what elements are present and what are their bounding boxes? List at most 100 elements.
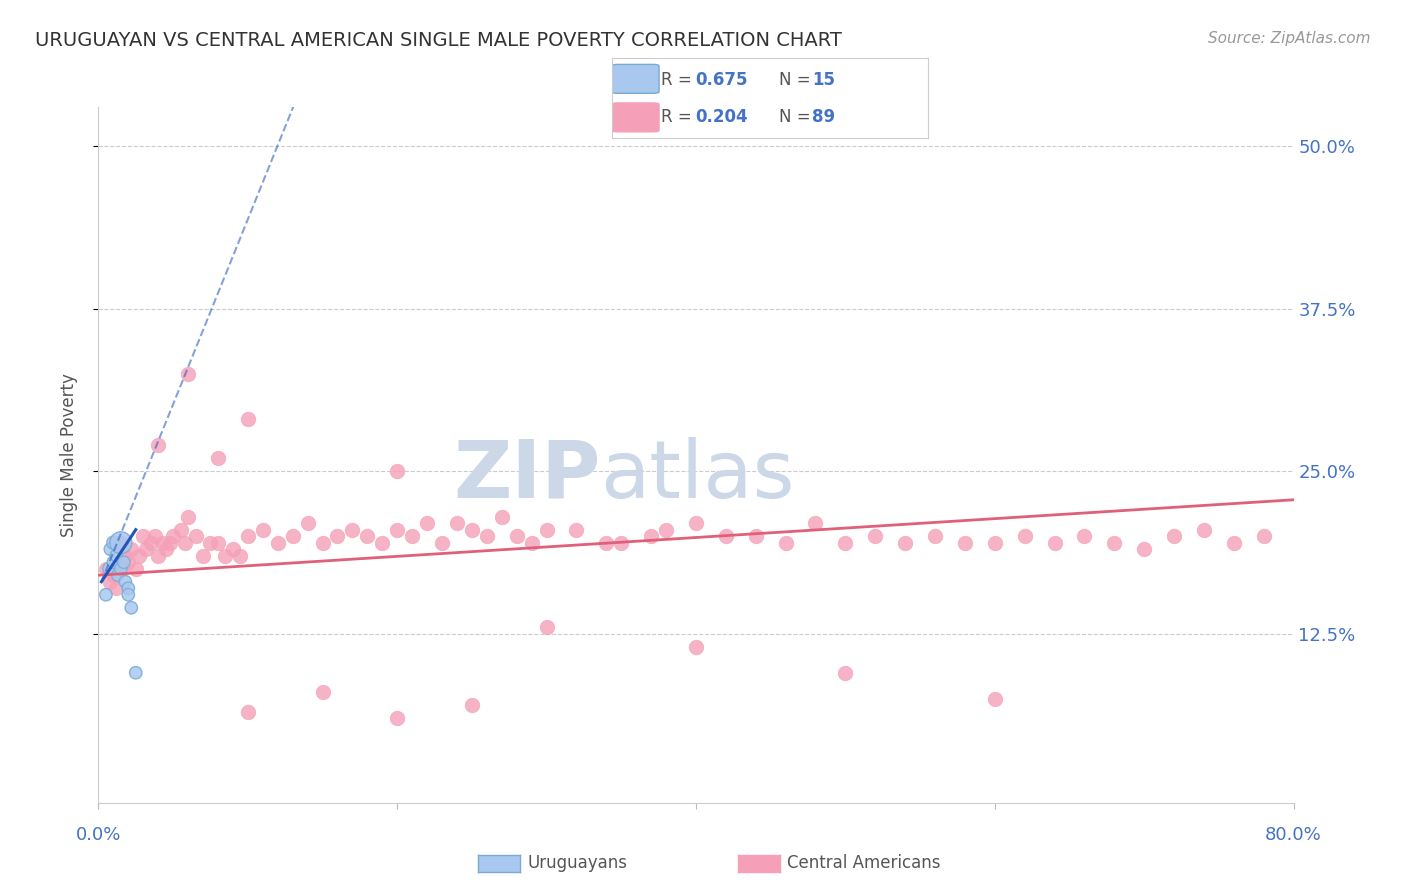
Point — [207, 535, 229, 549]
Point — [491, 509, 513, 524]
Point — [200, 535, 222, 549]
Point — [385, 464, 409, 478]
Point — [114, 549, 136, 563]
Point — [252, 523, 274, 537]
Point — [94, 588, 117, 602]
Text: atlas: atlas — [600, 437, 794, 515]
Point — [148, 549, 170, 563]
Point — [105, 581, 128, 595]
Point — [461, 523, 484, 537]
Point — [297, 516, 319, 531]
Point — [894, 535, 917, 549]
Point — [506, 529, 529, 543]
Point — [107, 568, 129, 582]
Point — [1043, 535, 1066, 549]
Text: R =: R = — [661, 70, 696, 88]
Point — [207, 451, 229, 466]
Text: N =: N = — [779, 109, 815, 127]
Point — [1104, 535, 1126, 549]
Point — [595, 535, 617, 549]
Point — [356, 529, 378, 543]
FancyBboxPatch shape — [612, 103, 659, 132]
Point — [745, 529, 768, 543]
Point — [98, 574, 122, 589]
Point — [1253, 529, 1275, 543]
Text: URUGUAYAN VS CENTRAL AMERICAN SINGLE MALE POVERTY CORRELATION CHART: URUGUAYAN VS CENTRAL AMERICAN SINGLE MAL… — [35, 31, 842, 50]
Point — [953, 535, 976, 549]
Text: Source: ZipAtlas.com: Source: ZipAtlas.com — [1208, 31, 1371, 46]
Point — [610, 535, 633, 549]
Point — [155, 542, 177, 557]
Point — [117, 581, 139, 595]
Text: R =: R = — [661, 109, 696, 127]
Point — [520, 535, 543, 549]
Point — [125, 665, 148, 680]
Text: Uruguayans: Uruguayans — [527, 855, 627, 872]
Text: 80.0%: 80.0% — [1265, 826, 1322, 844]
Point — [143, 529, 166, 543]
Point — [924, 529, 946, 543]
Point — [114, 574, 136, 589]
Point — [103, 535, 125, 549]
Point — [685, 640, 707, 654]
Text: 0.0%: 0.0% — [76, 826, 121, 844]
Point — [98, 542, 122, 557]
FancyBboxPatch shape — [612, 64, 659, 94]
Point — [401, 529, 423, 543]
Point — [326, 529, 349, 543]
Point — [120, 600, 142, 615]
Point — [169, 523, 191, 537]
Point — [112, 555, 135, 569]
Point — [475, 529, 498, 543]
Point — [984, 535, 1007, 549]
Point — [281, 529, 304, 543]
Text: 15: 15 — [813, 70, 835, 88]
Point — [159, 535, 181, 549]
Point — [229, 549, 252, 563]
Point — [385, 711, 409, 725]
Point — [110, 562, 132, 576]
Point — [461, 698, 484, 713]
Point — [804, 516, 827, 531]
Point — [1014, 529, 1036, 543]
Point — [430, 535, 453, 549]
Point — [834, 535, 856, 549]
Point — [1223, 535, 1246, 549]
Point — [775, 535, 797, 549]
Point — [685, 516, 707, 531]
Point — [267, 535, 290, 549]
Point — [536, 620, 558, 634]
Point — [214, 549, 236, 563]
Point — [311, 535, 333, 549]
Point — [148, 438, 170, 452]
Text: Central Americans: Central Americans — [787, 855, 941, 872]
Point — [416, 516, 439, 531]
Point — [103, 568, 125, 582]
Point — [110, 535, 132, 549]
Point — [184, 529, 207, 543]
Point — [135, 542, 157, 557]
Point — [640, 529, 662, 543]
Point — [139, 535, 162, 549]
Point — [191, 549, 214, 563]
Point — [105, 549, 128, 563]
Text: N =: N = — [779, 70, 815, 88]
Text: 0.204: 0.204 — [696, 109, 748, 127]
Point — [162, 529, 184, 543]
Point — [152, 535, 174, 549]
Point — [984, 691, 1007, 706]
Point — [222, 542, 245, 557]
Point — [236, 412, 259, 426]
Point — [834, 665, 856, 680]
Y-axis label: Single Male Poverty: Single Male Poverty — [59, 373, 77, 537]
Point — [97, 562, 120, 576]
Point — [132, 529, 155, 543]
Point — [446, 516, 468, 531]
Text: 89: 89 — [813, 109, 835, 127]
Point — [342, 523, 364, 537]
Point — [94, 562, 117, 576]
Point — [1073, 529, 1095, 543]
Point — [865, 529, 887, 543]
Point — [236, 529, 259, 543]
Point — [655, 523, 678, 537]
